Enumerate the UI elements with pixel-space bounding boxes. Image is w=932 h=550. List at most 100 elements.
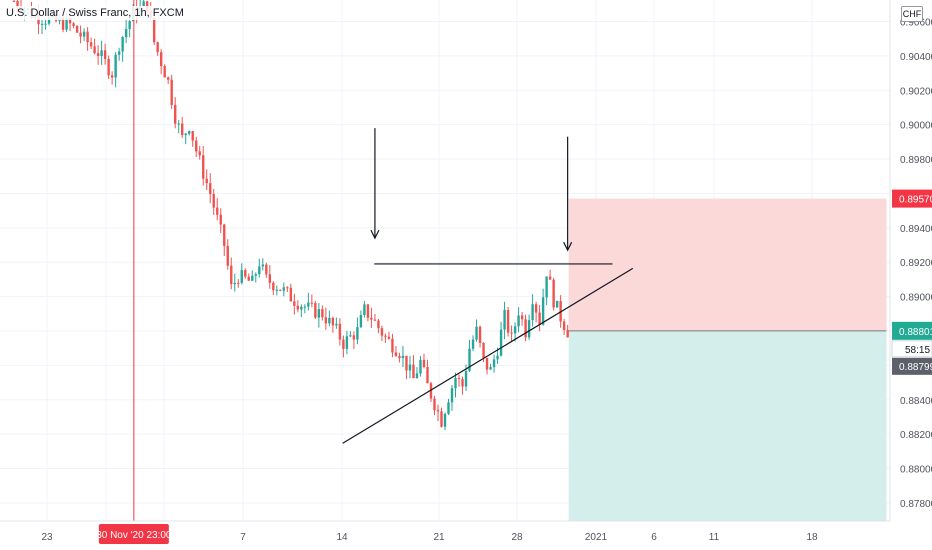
candle-body [415,373,419,379]
candle-body [338,323,342,340]
price-axis[interactable]: 0.906000.904000.902000.900000.898000.896… [889,0,932,521]
candle-body [548,276,552,280]
candle-body [433,398,436,411]
candle-body [419,359,422,374]
candle-body [562,321,566,331]
candle-body [47,17,51,24]
candle-body [461,379,464,387]
candle-body [65,18,68,30]
candle-body [107,58,110,76]
candle-body [475,326,478,340]
ascending-trendline[interactable] [342,267,634,444]
candle-body [478,326,482,343]
candle-body [352,335,356,340]
candle-body [492,359,496,368]
candle-body [244,270,247,277]
candle-body [359,315,363,328]
candle-body [152,18,156,43]
candle-body [503,310,506,330]
candle-body [328,317,331,324]
candle-body [412,364,415,379]
candle-body [296,305,300,310]
risk-reward-zones[interactable] [568,198,887,521]
candle-body [12,0,16,2]
time-tick-label: 21 [433,532,445,543]
candle-body [89,42,93,47]
candle-body [286,287,289,289]
candle-body [538,312,541,325]
chart-title: U.S. Dollar / Swiss Franc, 1h, FXCM [4,6,186,20]
time-axis[interactable]: 2326714212820216111830 Nov '20 23:00 [0,520,890,544]
candle-body [114,54,117,78]
candle-body [86,31,89,43]
candle-body [566,330,569,338]
candle-body [443,413,447,427]
candle-body [198,151,201,156]
take-profit-zone[interactable] [568,330,887,521]
candle-body [75,26,79,33]
candle-body [226,245,229,266]
stop-loss-zone[interactable] [568,198,887,331]
candle-body [268,274,272,283]
candle-body [380,328,384,336]
candle-body [398,355,401,359]
candle-body [128,21,131,30]
time-tick-label: 7 [240,532,246,543]
candle-body [96,53,100,56]
candle-body [485,357,489,370]
candle-body [527,320,531,338]
candle-body [230,265,233,285]
candle-body [82,31,86,37]
candle-body [534,304,538,313]
candle-body [356,327,359,340]
currency-button[interactable]: CHF [901,6,923,22]
candle-body [247,276,250,281]
candle-body [489,367,492,370]
entry-price-label-bg [892,321,932,340]
time-tick-label: 23 [41,532,53,543]
candle-body [282,287,286,291]
candle-body [237,282,240,284]
candle-body [349,335,352,337]
candle-body [279,289,282,291]
candle-body [68,18,72,24]
candle-body [205,178,208,184]
candle-body [251,275,254,281]
candle-body [44,23,47,25]
candle-body [110,75,114,78]
candle-body [156,42,159,53]
candle-body [275,289,279,291]
candle-body [258,266,261,275]
candle-body [188,131,191,134]
candle-body [373,319,377,321]
candle-body [124,29,128,38]
candle-body [293,301,296,306]
candle-body [219,214,222,225]
candle-body [195,140,198,152]
candle-body [555,300,559,308]
candle-body [166,77,170,80]
crosshair-date-label: 30 Nov '20 23:00 [96,524,172,544]
countdown-label: 58:15 [891,340,932,358]
candle-body [100,50,103,56]
time-tick-label: 18 [806,532,818,543]
candle-body [559,300,562,322]
candle-body [335,323,338,326]
candle-body [468,348,471,371]
candle-body [517,315,520,327]
candle-body [191,131,194,141]
candle-body [531,304,534,321]
chart-drawings[interactable] [133,0,634,521]
last-price-bg [892,357,932,375]
candle-body [429,383,433,399]
candle-body [310,302,314,304]
candle-body [300,306,303,310]
last-price-label: 0.88799 [892,357,932,375]
candle-body [261,264,264,267]
